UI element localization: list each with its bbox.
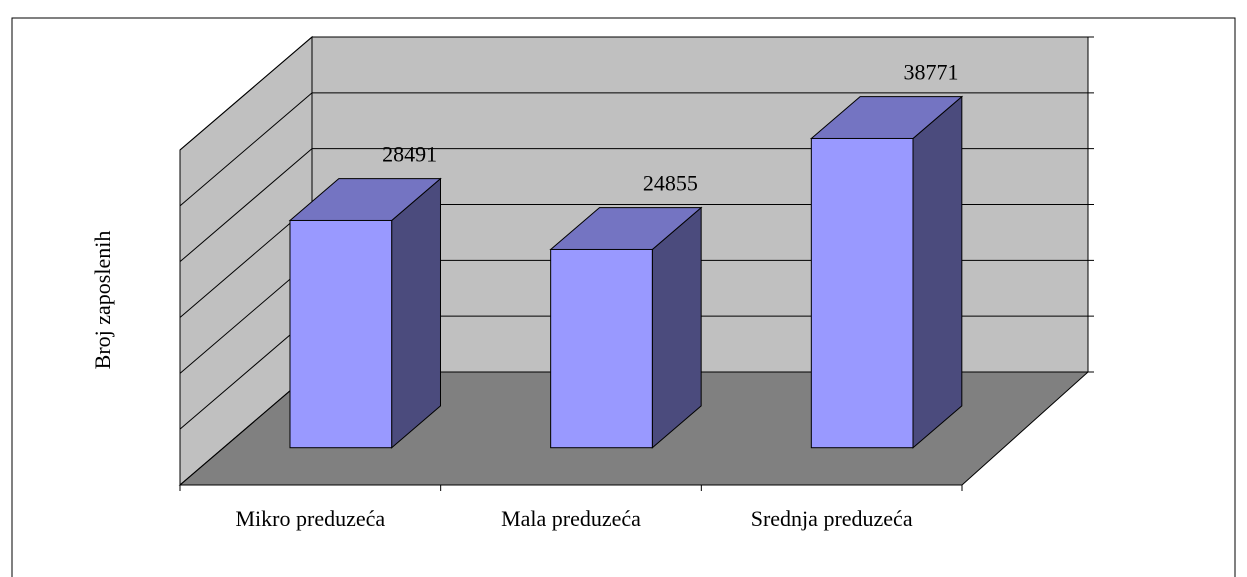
x-tick-label: Mikro preduzeća	[236, 506, 386, 531]
bar-side	[912, 95, 963, 449]
x-tick-label: Mala preduzeća	[501, 506, 641, 531]
data-label: 24855	[643, 171, 698, 196]
chart-frame	[11, 17, 1236, 577]
bar	[289, 219, 393, 449]
grid-line	[179, 148, 313, 263]
bar-side	[391, 177, 441, 449]
y-axis-title: Broj zaposlenih	[90, 231, 115, 370]
grid-line	[179, 36, 313, 151]
data-label: 28491	[382, 142, 437, 167]
grid-line	[179, 92, 313, 207]
bar	[810, 137, 914, 449]
x-tick-label: Srednja preduzeća	[751, 506, 913, 531]
bar	[550, 248, 653, 449]
data-label: 38771	[903, 60, 958, 85]
